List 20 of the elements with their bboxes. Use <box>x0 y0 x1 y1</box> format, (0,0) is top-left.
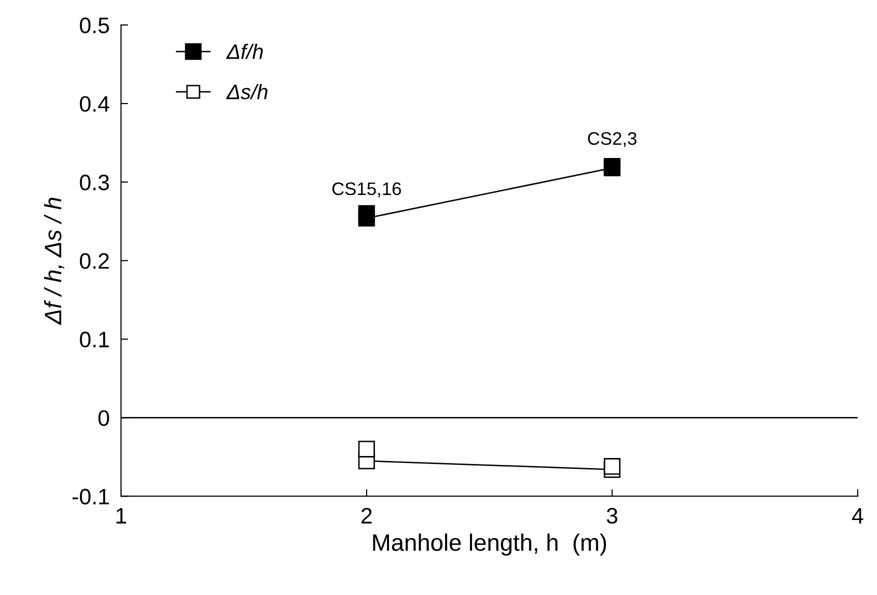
y-tick-label: -0.1 <box>72 488 109 504</box>
y-tick-label: 0.2 <box>80 253 109 269</box>
annotation: CS15,16 <box>332 182 401 198</box>
x-tick-label: 2 <box>362 508 372 524</box>
y-tick-label: 0.4 <box>80 96 110 112</box>
x-tick-label: 1 <box>116 508 126 524</box>
x-tick-label: 3 <box>606 508 618 524</box>
y-tick-label: 0.5 <box>80 18 109 34</box>
y-tick-label: 0 <box>98 410 110 426</box>
y-axis-title: Δf / h, Δs / h <box>44 198 64 326</box>
point <box>604 458 620 475</box>
point <box>358 440 375 458</box>
legend-label: Δf/h <box>226 44 263 60</box>
annotation: CS2,3 <box>588 132 636 148</box>
x-axis-title: Manhole length, h (m) <box>373 534 606 556</box>
legend-label: Δs/h <box>226 84 268 100</box>
y-tick-label: 0.1 <box>80 332 109 348</box>
point <box>358 205 375 222</box>
y-tick-label: 0.3 <box>80 174 109 190</box>
x-tick-label: 4 <box>852 508 864 524</box>
